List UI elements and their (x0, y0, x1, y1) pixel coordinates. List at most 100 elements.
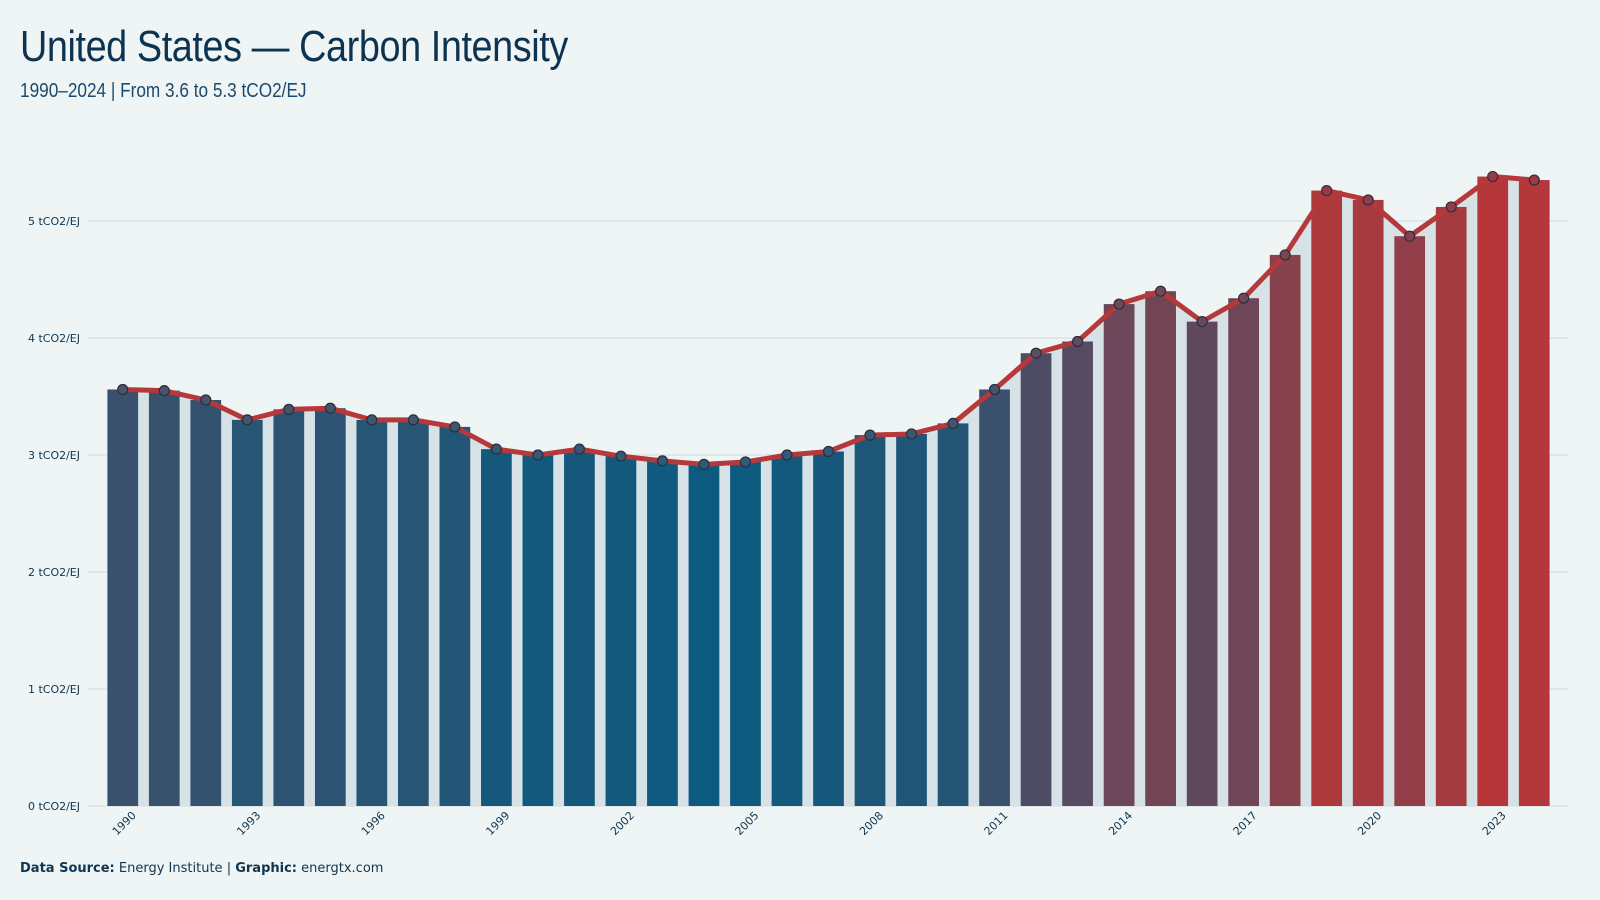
marker-2013 (1071, 335, 1084, 348)
bar-2021 (1394, 236, 1426, 806)
x-axis-ticks: 1990 1993 1996 1999 2002 2005 2008 2011 2014 2017… (110, 809, 1509, 838)
marker-1990 (117, 383, 129, 396)
marker-2008 (864, 429, 876, 441)
bar-2003 (647, 460, 678, 806)
bar-2004 (688, 464, 720, 806)
marker-1998 (449, 421, 461, 433)
marker-2005 (739, 456, 752, 468)
bar-2017 (1228, 298, 1260, 806)
bar-1990 (107, 389, 139, 806)
bar-1991 (148, 390, 180, 806)
bar-2016 (1186, 321, 1218, 806)
bar-2023 (1477, 176, 1509, 807)
marker-1999 (490, 443, 502, 455)
marker-1993 (241, 414, 253, 426)
x-tick-label: 2011 (982, 809, 1011, 838)
bar-2007 (813, 451, 844, 806)
marker-1994 (283, 403, 295, 415)
marker-2011 (988, 383, 1001, 396)
bar-2024 (1518, 180, 1550, 807)
marker-2014 (1113, 298, 1125, 310)
bar-2020 (1352, 199, 1384, 806)
marker-2006 (781, 449, 793, 461)
bar-2008 (854, 435, 886, 806)
marker-2009 (905, 428, 918, 440)
marker-2010 (947, 417, 959, 430)
bar-1995 (314, 408, 346, 806)
marker-2003 (656, 455, 669, 467)
markers (117, 170, 1540, 470)
x-tick-label: 2017 (1231, 809, 1260, 838)
graphic-label: Graphic: (235, 861, 297, 876)
source-label: Data Source: (20, 861, 115, 876)
bar-2000 (522, 455, 554, 806)
footer-separator: | (226, 861, 232, 876)
bar-1993 (231, 419, 263, 806)
marker-2001 (573, 443, 586, 455)
graphic-value: energtx.com (301, 861, 384, 876)
y-tick-label: 5 tCO2/EJ (28, 215, 80, 228)
x-tick-label: 2005 (733, 809, 762, 838)
marker-2021 (1404, 230, 1416, 242)
marker-2019 (1321, 184, 1333, 197)
x-tick-label: 1993 (234, 809, 263, 838)
marker-1995 (324, 402, 336, 414)
marker-1997 (407, 414, 419, 426)
x-tick-label: 2014 (1106, 809, 1135, 838)
marker-1996 (366, 414, 378, 426)
y-tick-label: 3 tCO2/EJ (28, 449, 80, 462)
bar-1999 (481, 449, 512, 806)
chart-title: United States — Carbon Intensity (20, 22, 568, 71)
bar-2013 (1062, 341, 1093, 806)
bars (107, 176, 1550, 807)
marker-2022 (1445, 201, 1457, 213)
chart-subtitle: 1990–2024 | From 3.6 to 5.3 tCO2/EJ (20, 80, 307, 102)
bar-2001 (564, 449, 595, 806)
marker-2012 (1030, 347, 1042, 359)
bar-1996 (356, 419, 388, 806)
y-tick-label: 0 tCO2/EJ (28, 800, 80, 813)
marker-2018 (1279, 249, 1291, 261)
x-tick-label: 2002 (608, 809, 637, 838)
marker-2015 (1155, 285, 1167, 297)
x-tick-label: 2008 (857, 809, 886, 838)
bar-2011 (979, 389, 1010, 806)
bar-1997 (397, 419, 429, 806)
bar-2005 (730, 462, 761, 806)
marker-2024 (1528, 174, 1540, 186)
bar-2014 (1103, 304, 1135, 806)
x-tick-label: 1996 (359, 809, 388, 838)
marker-1992 (200, 394, 212, 406)
bar-2019 (1311, 190, 1343, 806)
marker-2000 (532, 449, 544, 461)
x-tick-label: 1999 (483, 809, 512, 838)
bar-1994 (273, 409, 305, 806)
x-tick-label: 2020 (1355, 809, 1384, 838)
y-tick-label: 2 tCO2/EJ (28, 566, 80, 579)
x-tick-label: 1990 (110, 809, 139, 838)
marker-2016 (1196, 316, 1208, 328)
bar-1992 (190, 400, 222, 806)
marker-2004 (698, 458, 710, 470)
x-tick-label: 2023 (1480, 809, 1509, 838)
y-tick-label: 4 tCO2/EJ (28, 332, 80, 345)
footer: Data Source: Energy Institute | Graphic:… (20, 861, 383, 876)
bar-2015 (1145, 291, 1176, 806)
bar-2006 (771, 455, 803, 806)
bar-2002 (605, 456, 637, 806)
bar-2018 (1269, 254, 1301, 806)
bar-2009 (896, 433, 927, 806)
bar-2012 (1020, 353, 1052, 806)
y-tick-label: 1 tCO2/EJ (28, 683, 80, 696)
marker-2002 (615, 450, 627, 462)
bar-1998 (439, 426, 471, 806)
marker-1991 (158, 385, 170, 397)
marker-2007 (822, 445, 835, 458)
y-axis-ticks: 0 tCO2/EJ 1 tCO2/EJ 2 tCO2/EJ 3 tCO2/EJ 4 tC… (28, 215, 80, 813)
marker-2023 (1487, 170, 1499, 183)
bar-2010 (937, 423, 969, 806)
bar-2022 (1435, 206, 1467, 806)
source-value: Energy Institute (118, 861, 223, 876)
marker-2017 (1238, 292, 1250, 304)
